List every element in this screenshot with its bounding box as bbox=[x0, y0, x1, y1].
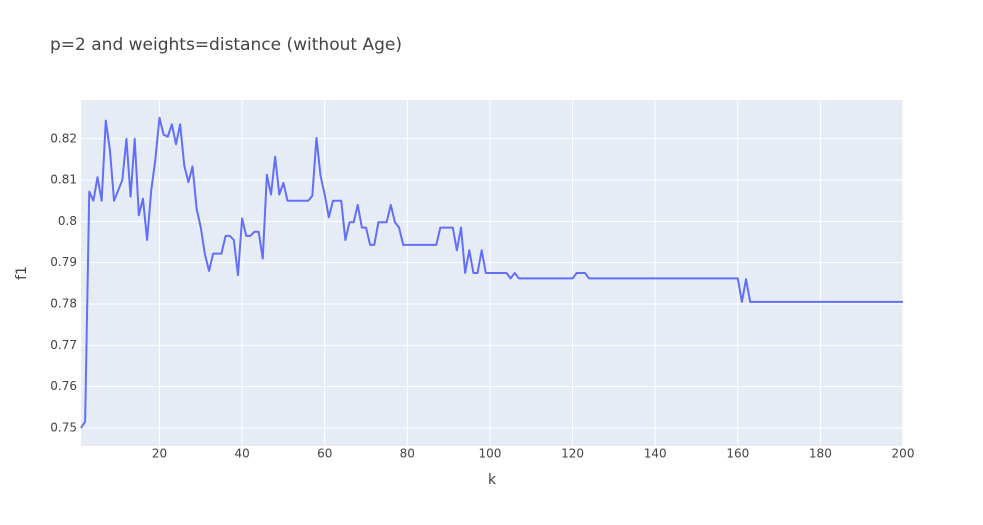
y-tick-label: 0.81 bbox=[50, 173, 77, 187]
chart-title: p=2 and weights=distance (without Age) bbox=[50, 35, 402, 55]
x-tick-label: 180 bbox=[809, 447, 832, 461]
x-tick-label: 40 bbox=[234, 447, 249, 461]
y-tick-label: 0.76 bbox=[50, 379, 77, 393]
y-tick-label: 0.77 bbox=[50, 338, 77, 352]
y-tick-label: 0.78 bbox=[50, 296, 77, 310]
y-tick-label: 0.8 bbox=[58, 214, 77, 228]
x-tick-label: 120 bbox=[561, 447, 584, 461]
y-tick-label: 0.79 bbox=[50, 255, 77, 269]
x-tick-label: 20 bbox=[152, 447, 167, 461]
y-tick-label: 0.75 bbox=[50, 420, 77, 434]
x-tick-label: 100 bbox=[478, 447, 501, 461]
x-axis-label: k bbox=[488, 472, 497, 488]
line bbox=[80, 116, 903, 429]
x-tick-label: 200 bbox=[892, 447, 915, 461]
x-tick-label: 140 bbox=[644, 447, 667, 461]
x-tick-label: 60 bbox=[317, 447, 332, 461]
y-axis-label: f1 bbox=[14, 266, 30, 280]
x-tick-label: 80 bbox=[400, 447, 415, 461]
y-tick-label: 0.82 bbox=[50, 131, 77, 145]
x-tick-label: 160 bbox=[726, 447, 749, 461]
